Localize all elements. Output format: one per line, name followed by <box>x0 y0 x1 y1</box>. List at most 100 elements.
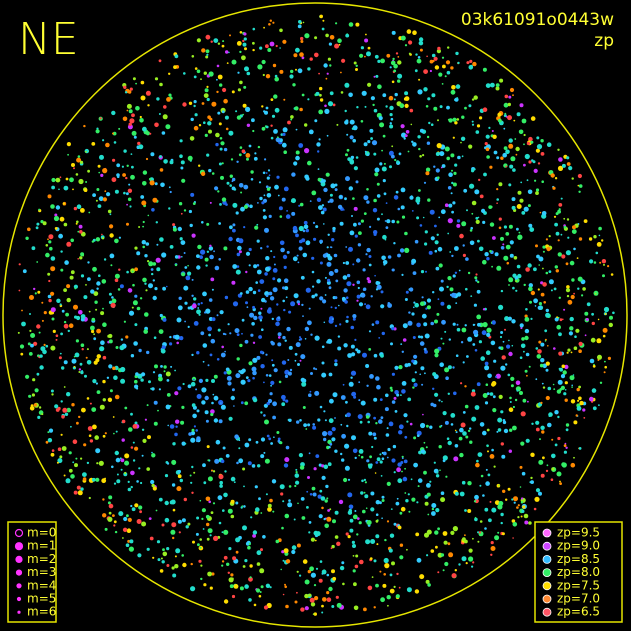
star <box>60 268 64 272</box>
star <box>384 407 389 412</box>
star <box>425 270 427 273</box>
star <box>127 539 131 543</box>
star <box>268 214 272 218</box>
star <box>381 213 383 216</box>
star <box>583 219 588 224</box>
star <box>350 155 355 160</box>
star <box>50 266 56 272</box>
star <box>396 160 400 164</box>
star <box>239 146 243 149</box>
star <box>113 141 117 144</box>
star <box>96 462 99 465</box>
star <box>310 372 313 375</box>
star <box>314 390 320 396</box>
star <box>388 421 394 427</box>
star <box>122 537 124 539</box>
star <box>426 483 431 488</box>
star <box>30 333 36 338</box>
star <box>22 269 27 274</box>
star <box>300 40 304 43</box>
star <box>169 342 173 346</box>
direction-title: NE <box>18 14 79 65</box>
star <box>177 469 181 474</box>
star <box>282 132 286 136</box>
star <box>462 361 465 364</box>
star <box>440 301 445 306</box>
star <box>366 522 369 525</box>
star <box>545 312 551 318</box>
star <box>162 114 168 120</box>
star <box>141 454 144 457</box>
star <box>284 374 289 378</box>
star <box>395 594 400 599</box>
star <box>572 374 575 376</box>
star <box>560 374 566 379</box>
star <box>126 203 128 206</box>
star <box>324 108 330 114</box>
star <box>38 406 42 409</box>
star <box>352 314 357 319</box>
star <box>489 392 494 396</box>
star <box>596 242 602 247</box>
star <box>501 532 505 536</box>
star <box>213 535 219 542</box>
star <box>248 144 252 148</box>
star <box>187 325 190 328</box>
star <box>331 544 335 549</box>
star <box>42 221 47 226</box>
star <box>610 273 614 276</box>
star <box>318 72 320 75</box>
star <box>478 246 484 252</box>
star <box>563 225 567 229</box>
star <box>319 261 323 265</box>
star <box>373 108 378 113</box>
star <box>249 576 252 579</box>
star <box>378 116 383 121</box>
star <box>214 458 220 464</box>
star <box>475 219 480 224</box>
star <box>141 372 146 377</box>
star <box>253 156 258 161</box>
star <box>125 335 129 339</box>
star <box>171 522 177 528</box>
star <box>351 127 355 130</box>
star <box>61 309 65 313</box>
star <box>70 425 72 428</box>
star <box>96 188 100 191</box>
star <box>306 506 309 509</box>
star <box>181 272 186 277</box>
star <box>277 316 281 320</box>
star <box>375 500 380 505</box>
star <box>48 428 54 433</box>
star <box>232 556 237 561</box>
star <box>368 431 373 436</box>
star <box>460 141 462 144</box>
star <box>148 261 154 267</box>
star <box>235 373 241 379</box>
star <box>437 298 440 301</box>
star <box>554 222 558 227</box>
star <box>400 343 403 345</box>
star <box>291 545 297 550</box>
star <box>245 301 248 305</box>
star <box>360 293 366 298</box>
star <box>118 236 121 239</box>
star <box>315 225 319 229</box>
star <box>515 153 518 156</box>
star <box>375 320 380 325</box>
star <box>63 386 66 388</box>
star <box>528 136 533 142</box>
star <box>243 32 247 36</box>
star <box>342 582 345 586</box>
star <box>102 498 105 501</box>
star <box>63 323 69 329</box>
star <box>459 427 464 433</box>
star <box>88 496 91 500</box>
star <box>190 381 196 387</box>
zp-label: zp=7.0 <box>557 592 600 606</box>
star <box>197 543 200 547</box>
star <box>294 359 297 362</box>
star <box>528 223 533 228</box>
star <box>401 457 404 460</box>
